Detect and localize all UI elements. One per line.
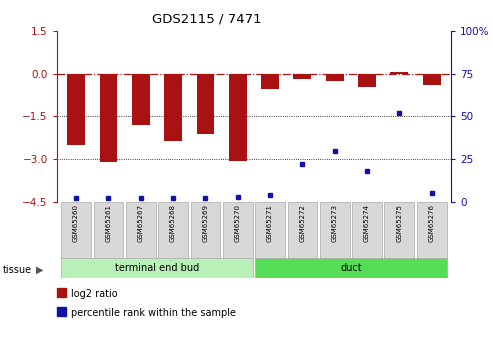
Text: GSM65273: GSM65273 [332,204,338,242]
Bar [293,74,311,79]
Bar [261,74,279,89]
FancyBboxPatch shape [385,202,414,259]
Text: GSM65269: GSM65269 [203,204,209,242]
Text: GSM65260: GSM65260 [73,204,79,242]
Text: GSM65271: GSM65271 [267,204,273,242]
FancyBboxPatch shape [223,202,252,259]
Text: GSM65274: GSM65274 [364,204,370,242]
Text: log2 ratio: log2 ratio [71,289,118,299]
FancyBboxPatch shape [255,258,447,278]
Text: tissue: tissue [2,265,32,275]
Text: ▶: ▶ [35,265,43,275]
Text: duct: duct [340,263,362,273]
Text: GSM65261: GSM65261 [106,204,111,242]
FancyBboxPatch shape [287,202,317,259]
Text: GDS2115 / 7471: GDS2115 / 7471 [152,12,262,25]
FancyBboxPatch shape [61,202,91,259]
Text: GSM65275: GSM65275 [396,204,402,242]
Bar [67,74,85,145]
Text: GSM65270: GSM65270 [235,204,241,242]
Text: GSM65267: GSM65267 [138,204,144,242]
Text: GSM65272: GSM65272 [299,204,305,242]
FancyBboxPatch shape [126,202,156,259]
Text: terminal end bud: terminal end bud [115,263,199,273]
Text: GSM65276: GSM65276 [429,204,435,242]
FancyBboxPatch shape [61,258,252,278]
FancyBboxPatch shape [158,202,188,259]
Bar [423,74,441,85]
FancyBboxPatch shape [320,202,350,259]
Bar [132,74,150,125]
Bar [358,74,376,87]
Bar [229,74,246,160]
Bar [197,74,214,134]
Text: GSM65268: GSM65268 [170,204,176,242]
FancyBboxPatch shape [417,202,447,259]
Bar [326,74,344,81]
Bar [100,74,117,162]
Text: percentile rank within the sample: percentile rank within the sample [71,308,237,318]
FancyBboxPatch shape [352,202,382,259]
Bar [164,74,182,141]
FancyBboxPatch shape [94,202,123,259]
FancyBboxPatch shape [190,202,220,259]
FancyBboxPatch shape [255,202,285,259]
Bar [390,72,408,74]
